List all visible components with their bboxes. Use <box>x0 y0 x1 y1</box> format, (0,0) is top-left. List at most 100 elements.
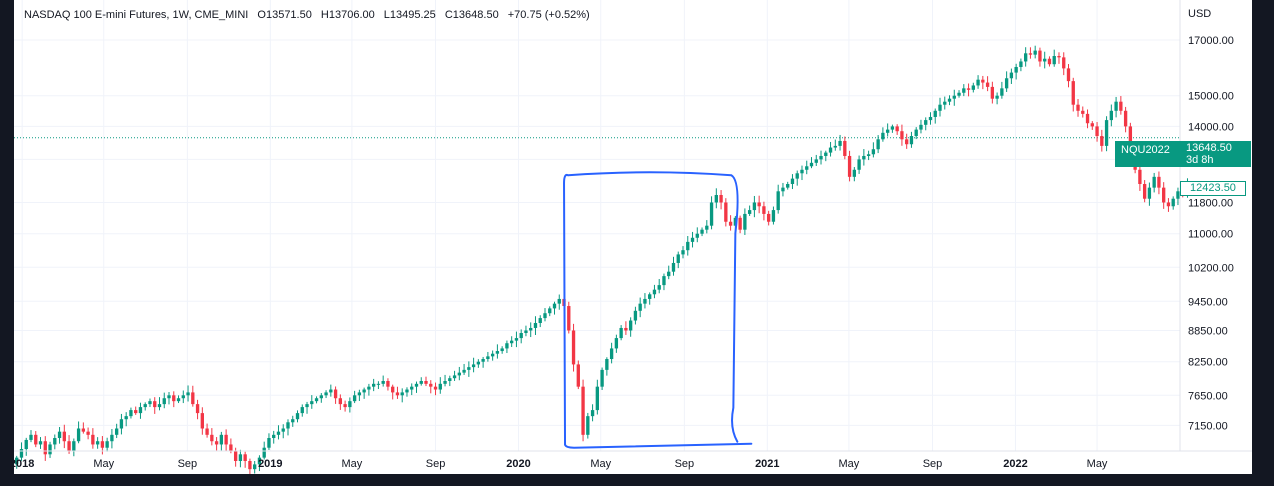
candle[interactable] <box>276 425 281 440</box>
candle[interactable] <box>348 397 352 413</box>
candle[interactable] <box>86 427 90 440</box>
candle[interactable] <box>571 323 576 372</box>
candle[interactable] <box>286 419 290 436</box>
candle[interactable] <box>76 421 81 444</box>
candle[interactable] <box>1081 106 1085 118</box>
candle[interactable] <box>686 236 690 256</box>
candle[interactable] <box>53 434 57 450</box>
candle[interactable] <box>291 415 295 427</box>
candle[interactable] <box>386 378 390 391</box>
candle[interactable] <box>333 386 338 404</box>
candle[interactable] <box>257 455 262 472</box>
candle[interactable] <box>709 196 714 230</box>
candle[interactable] <box>405 387 409 397</box>
candle[interactable] <box>762 201 766 221</box>
candle[interactable] <box>1038 47 1042 67</box>
candle[interactable] <box>628 317 633 337</box>
candle[interactable] <box>62 424 66 449</box>
candle[interactable] <box>952 89 956 106</box>
candle[interactable] <box>676 251 680 269</box>
candle[interactable] <box>662 273 666 291</box>
candle[interactable] <box>648 292 652 305</box>
candle[interactable] <box>371 378 376 392</box>
candle[interactable] <box>467 361 471 377</box>
candle[interactable] <box>381 375 385 387</box>
candle[interactable] <box>657 279 661 294</box>
candle[interactable] <box>505 340 509 354</box>
candle[interactable] <box>843 136 847 160</box>
candle[interactable] <box>81 422 86 434</box>
candle[interactable] <box>743 208 747 235</box>
candle[interactable] <box>548 306 552 317</box>
candle[interactable] <box>781 182 785 197</box>
candle[interactable] <box>143 402 147 411</box>
candle[interactable] <box>1019 58 1023 72</box>
candle[interactable] <box>95 437 100 449</box>
candle[interactable] <box>752 195 757 218</box>
annotation-drawing[interactable] <box>563 171 753 449</box>
candle[interactable] <box>24 437 28 456</box>
candle[interactable] <box>871 142 876 158</box>
candle[interactable] <box>424 376 428 387</box>
candle[interactable] <box>34 431 38 448</box>
candle[interactable] <box>1076 99 1080 117</box>
candle[interactable] <box>138 402 143 419</box>
candle[interactable] <box>448 375 452 387</box>
candle[interactable] <box>833 139 837 151</box>
candle[interactable] <box>919 119 923 134</box>
candle[interactable] <box>243 451 247 468</box>
candle[interactable] <box>362 387 366 399</box>
candle[interactable] <box>738 215 742 234</box>
candle[interactable] <box>1104 116 1109 152</box>
candle[interactable] <box>838 134 842 151</box>
candle[interactable] <box>909 131 914 148</box>
candle[interactable] <box>1138 166 1142 191</box>
candle[interactable] <box>205 423 209 438</box>
candle[interactable] <box>624 321 628 335</box>
candle[interactable] <box>343 400 347 412</box>
candle[interactable] <box>600 367 604 391</box>
candle[interactable] <box>329 384 333 397</box>
candle[interactable] <box>876 135 880 154</box>
candle[interactable] <box>1119 96 1123 115</box>
candle[interactable] <box>1014 63 1018 80</box>
candle[interactable] <box>976 75 980 89</box>
candle[interactable] <box>524 325 528 337</box>
candle[interactable] <box>805 160 809 175</box>
candle[interactable] <box>191 385 195 407</box>
candle[interactable] <box>476 359 481 368</box>
candle[interactable] <box>1009 68 1014 84</box>
candles[interactable] <box>15 45 1190 474</box>
candle[interactable] <box>324 390 328 399</box>
currency-label[interactable]: USD <box>1188 8 1212 20</box>
candle[interactable] <box>410 383 414 396</box>
candle[interactable] <box>728 215 733 231</box>
candle[interactable] <box>305 401 309 414</box>
candle[interactable] <box>1162 182 1166 209</box>
candle[interactable] <box>776 184 780 214</box>
candle[interactable] <box>500 346 504 354</box>
candle[interactable] <box>224 429 228 451</box>
candle[interactable] <box>847 150 852 182</box>
candle[interactable] <box>110 429 114 449</box>
candle[interactable] <box>181 390 185 404</box>
candle[interactable] <box>557 294 561 310</box>
candle[interactable] <box>533 316 538 335</box>
candle[interactable] <box>1004 71 1009 92</box>
candle[interactable] <box>310 395 314 409</box>
candle[interactable] <box>38 437 43 449</box>
candle[interactable] <box>857 155 861 174</box>
candle[interactable] <box>590 404 595 422</box>
candle[interactable] <box>495 344 500 359</box>
candle[interactable] <box>1147 182 1152 206</box>
candle[interactable] <box>966 83 971 97</box>
candle[interactable] <box>576 360 580 390</box>
candle[interactable] <box>481 356 485 368</box>
candle[interactable] <box>1062 52 1066 76</box>
candle[interactable] <box>400 388 404 403</box>
candle[interactable] <box>1142 180 1147 203</box>
candle[interactable] <box>643 293 647 309</box>
candle[interactable] <box>514 331 519 348</box>
candle[interactable] <box>1114 96 1118 118</box>
candle[interactable] <box>938 97 942 117</box>
